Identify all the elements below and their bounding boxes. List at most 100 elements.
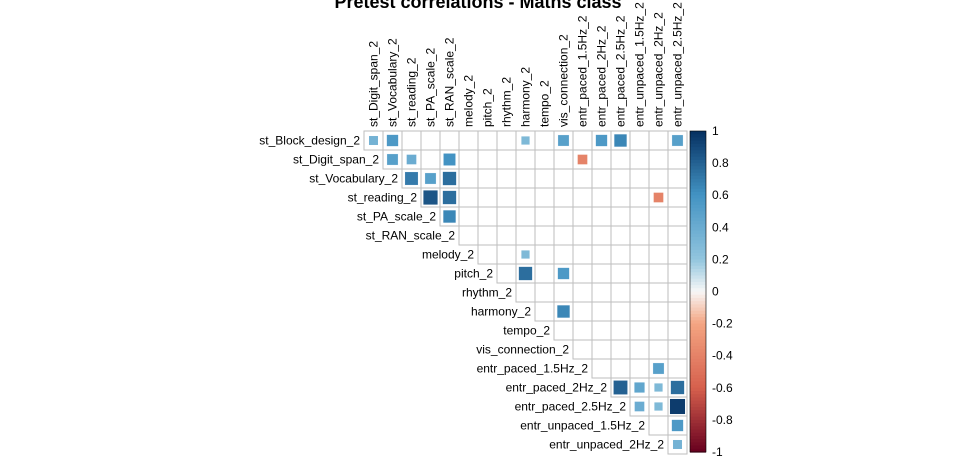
grid-cell [458,225,479,246]
grid-cell [534,130,555,151]
grid-cell [648,339,669,360]
colorbar-segment [690,355,706,360]
colorbar-segment [690,281,706,286]
colorbar-segment [690,317,706,321]
grid-cell [591,320,612,341]
grid-cell [496,225,517,246]
grid-cell [648,282,669,303]
grid-cell [648,206,669,227]
colorbar-segment [690,172,706,177]
colorbar-segment [690,220,706,225]
grid-cell [534,187,555,208]
grid-cell [591,168,612,189]
grid-cell [629,187,650,208]
grid-cell [629,320,650,341]
grid-cell [496,263,517,284]
correlation-cell [442,171,457,186]
grid-cell [610,263,631,284]
grid-cell [648,225,669,246]
colorbar-segment [690,326,706,331]
colorbar: 1 0.8 0.6 0.4 0.2 0 -0.2 -0.4 -0.6 -0.8 -1 [689,124,733,457]
grid-cell [515,206,536,227]
grid-cell [648,130,669,151]
grid-cell [515,187,536,208]
colorbar-segment [690,204,706,209]
grid-cell [667,358,688,379]
column-label: harmony_2 [519,67,533,127]
colorbar-segment [690,416,706,421]
grid-cell [553,225,574,246]
grid-cell [572,187,593,208]
grid-cell [477,187,498,208]
grid-cell [629,225,650,246]
grid-cell [572,130,593,151]
colorbar-segment [690,195,706,200]
colorbar-segment [690,288,706,293]
colorbar-segment [690,294,706,299]
grid-cell [629,282,650,303]
grid-cell [420,149,441,170]
grid-cell [629,301,650,322]
colorbar-segment [690,310,706,315]
grid-cell [496,149,517,170]
colorbar-tick-label: -1 [712,445,723,457]
colorbar-segment [690,240,706,244]
grid-cell [496,206,517,227]
colorbar-segment [690,256,706,260]
grid-cell [667,168,688,189]
grid-cell [610,339,631,360]
correlation-cell [669,398,686,415]
grid-cell [629,263,650,284]
correlation-cell [557,134,570,147]
colorbar-segment [690,429,706,434]
row-label: entr_unpaced_1.5Hz_2 [520,419,645,433]
correlation-cell [577,154,588,165]
colorbar-segment [690,313,706,318]
colorbar-segment [690,285,706,289]
correlation-cell [613,133,628,148]
grid-cell [572,206,593,227]
colorbar-tick-label: -0.6 [712,381,733,395]
row-label: vis_connection_2 [476,343,569,357]
colorbar-segment [690,153,706,158]
colorbar-segment [690,198,706,203]
colorbar-segment [690,208,706,212]
colorbar-segment [690,230,706,235]
column-label: st_Digit_span_2 [367,41,381,127]
colorbar-segment [690,352,706,357]
colorbar-segment [690,445,706,450]
correlation-cell [520,249,531,260]
correlation-cell [404,171,419,186]
colorbar-segment [690,413,706,418]
grid-cell [496,244,517,265]
grid-cell [458,130,479,151]
colorbar-tick-label: -0.8 [712,413,733,427]
grid-cell [477,130,498,151]
row-label: pitch_2 [454,267,493,281]
grid-cell [572,244,593,265]
row-label: st_PA_scale_2 [357,210,436,224]
colorbar-segment [690,448,706,453]
correlation-cell [633,381,646,394]
row-label: rhythm_2 [462,286,512,300]
grid-cell [648,168,669,189]
column-label: entr_unpaced_1.5Hz_2 [633,2,647,127]
grid-cell [610,168,631,189]
grid-cell [648,149,669,170]
grid-cell [629,358,650,379]
grid-cell [591,263,612,284]
colorbar-tick-label: 0.6 [712,188,729,202]
cell-layer [368,133,686,450]
colorbar-segment [690,259,706,264]
colorbar-segment [690,419,706,424]
colorbar-segment [690,301,706,305]
colorbar-segment [690,278,706,283]
correlation-cell [671,134,684,147]
colorbar-segment [690,342,706,347]
grid-cell [591,339,612,360]
column-label: st_PA_scale_2 [424,48,438,127]
grid-cell [591,244,612,265]
grid-cell [572,168,593,189]
colorbar-segment [690,407,706,411]
